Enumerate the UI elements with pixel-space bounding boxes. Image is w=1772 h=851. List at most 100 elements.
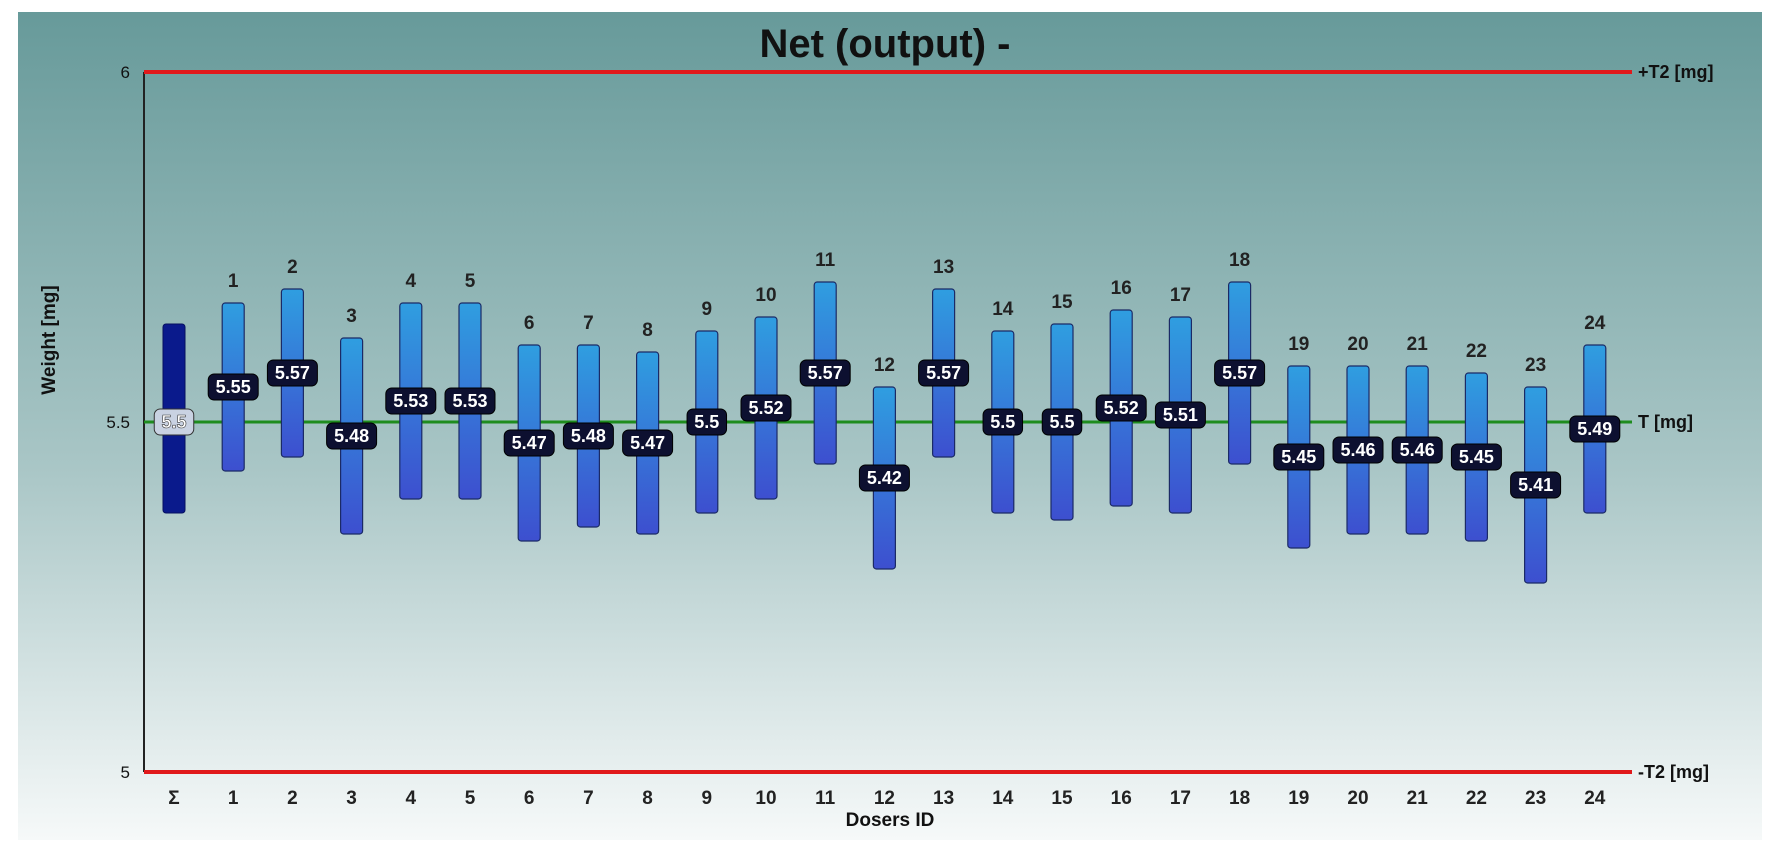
doser-value-label-2: 5.57 (275, 363, 310, 383)
x-tick-label-7: 7 (583, 788, 594, 809)
doser-value-label-19-bg (1273, 443, 1325, 471)
axes: 65.55Σ 1 2 3 4 5 6 7 8 9 10 11 12 13 14 15 16 17 18 19 20 21 2… (106, 63, 1605, 809)
doser-value-label-13-bg (918, 359, 970, 387)
doser-value-label-3-bg (326, 422, 378, 450)
x-tick-label-10: 10 (755, 788, 776, 809)
x-tick-label-5: 5 (465, 788, 476, 809)
doser-value-label-4-bg (385, 387, 437, 415)
x-tick-label-11: 11 (815, 788, 836, 809)
doser-value-label-9-bg (686, 408, 728, 436)
doser-bar-id-16: 16 (1111, 278, 1132, 299)
doser-value-label-20: 5.46 (1340, 440, 1375, 460)
doser-bar-id-13: 13 (933, 257, 954, 278)
x-tick-label-3: 3 (346, 788, 357, 809)
doser-value-label-2-bg (266, 359, 318, 387)
doser-value-label-5-bg (444, 387, 496, 415)
x-tick-label-23: 23 (1525, 788, 1546, 809)
doser-value-label-21-bg (1391, 436, 1443, 464)
doser-value-label-11: 5.57 (808, 363, 843, 383)
x-tick-label-20: 20 (1347, 788, 1368, 809)
ref-label-target: T [mg] (1638, 412, 1693, 432)
doser-value-label-4: 5.53 (393, 391, 428, 411)
x-tick-label-22: 22 (1466, 788, 1487, 809)
doser-value-label-17: 5.51 (1163, 405, 1198, 425)
doser-value-label-8: 5.47 (630, 433, 665, 453)
doser-bar-id-17: 17 (1170, 285, 1191, 306)
doser-bar-id-11: 11 (815, 250, 836, 271)
x-tick-label-4: 4 (406, 788, 417, 809)
x-tick-label-9: 9 (702, 788, 713, 809)
x-tick-label-17: 17 (1170, 788, 1191, 809)
doser-value-label-20-bg (1332, 436, 1384, 464)
doser-bar-id-2: 2 (287, 257, 298, 278)
doser-value-label-22: 5.45 (1459, 447, 1494, 467)
doser-bar-id-12: 12 (874, 355, 895, 376)
doser-value-label-9: 5.5 (694, 412, 719, 432)
y-tick-label: 5 (121, 763, 130, 782)
doser-value-label-6: 5.47 (512, 433, 547, 453)
doser-value-label-11-bg (799, 359, 851, 387)
doser-value-label-19: 5.45 (1281, 447, 1316, 467)
x-tick-label-21: 21 (1407, 788, 1429, 809)
ref-label-lower: -T2 [mg] (1638, 762, 1709, 782)
x-tick-label-6: 6 (524, 788, 535, 809)
doser-value-label-3: 5.48 (334, 426, 369, 446)
x-tick-label-13: 13 (933, 788, 954, 809)
doser-value-label-8-bg (622, 429, 674, 457)
doser-bar-id-6: 6 (524, 313, 535, 334)
x-tick-label-1: 1 (228, 788, 239, 809)
doser-value-label-23: 5.41 (1518, 475, 1553, 495)
value-labels: 5.5 5.55 5.57 5.48 5.53 5.53 5.47 5.48 5.47 5.5 5.… (153, 359, 1621, 499)
doser-value-label-14: 5.5 (990, 412, 1015, 432)
doser-value-label-7-bg (562, 422, 614, 450)
doser-value-label-15-bg (1041, 408, 1083, 436)
doser-bar-id-21: 21 (1407, 334, 1429, 355)
doser-value-label-7: 5.48 (571, 426, 606, 446)
y-tick-label: 6 (121, 63, 130, 82)
x-tick-label-15: 15 (1051, 788, 1073, 809)
doser-value-label-12: 5.42 (867, 468, 902, 488)
doser-bar-id-20: 20 (1347, 334, 1368, 355)
doser-bar-id-9: 9 (702, 299, 713, 320)
x-axis-label: Dosers ID (846, 810, 935, 831)
doser-bar-id-19: 19 (1288, 334, 1309, 355)
doser-value-label-18-bg (1214, 359, 1266, 387)
x-tick-label-24: 24 (1584, 788, 1606, 809)
doser-bar-id-14: 14 (992, 299, 1014, 320)
x-tick-label-2: 2 (287, 788, 298, 809)
x-tick-label-12: 12 (874, 788, 895, 809)
doser-value-label-15: 5.5 (1049, 412, 1074, 432)
doser-bar-id-22: 22 (1466, 341, 1487, 362)
y-tick-label: 5.5 (106, 413, 130, 432)
chart-title: Net (output) - (759, 22, 1010, 66)
doser-value-label-16-bg (1095, 394, 1147, 422)
doser-value-label-16: 5.52 (1104, 398, 1139, 418)
doser-value-label-21: 5.46 (1400, 440, 1435, 460)
x-tick-label-16: 16 (1111, 788, 1132, 809)
summary-value-label-bg (153, 408, 195, 436)
doser-bar-id-4: 4 (406, 271, 417, 292)
x-tick-label-14: 14 (992, 788, 1014, 809)
doser-value-label-10-bg (740, 394, 792, 422)
doser-value-label-17-bg (1154, 401, 1206, 429)
doser-value-label-14-bg (982, 408, 1024, 436)
doser-bar-id-23: 23 (1525, 355, 1546, 376)
x-tick-label-8: 8 (642, 788, 653, 809)
doser-bar-id-15: 15 (1051, 292, 1073, 313)
y-axis-label: Weight [mg] (39, 285, 60, 394)
doser-value-label-24: 5.49 (1577, 419, 1612, 439)
summary-value-label: 5.5 (161, 412, 186, 432)
doser-bar-id-5: 5 (465, 271, 476, 292)
x-tick-label-18: 18 (1229, 788, 1250, 809)
x-tick-label-summary: Σ (168, 788, 179, 809)
doser-value-label-24-bg (1569, 415, 1621, 443)
doser-bar-id-24: 24 (1584, 313, 1606, 334)
doser-value-label-13: 5.57 (926, 363, 961, 383)
doser-value-label-6-bg (503, 429, 555, 457)
doser-value-label-1-bg (207, 373, 259, 401)
doser-bar-id-10: 10 (755, 285, 776, 306)
doser-value-label-10: 5.52 (748, 398, 783, 418)
